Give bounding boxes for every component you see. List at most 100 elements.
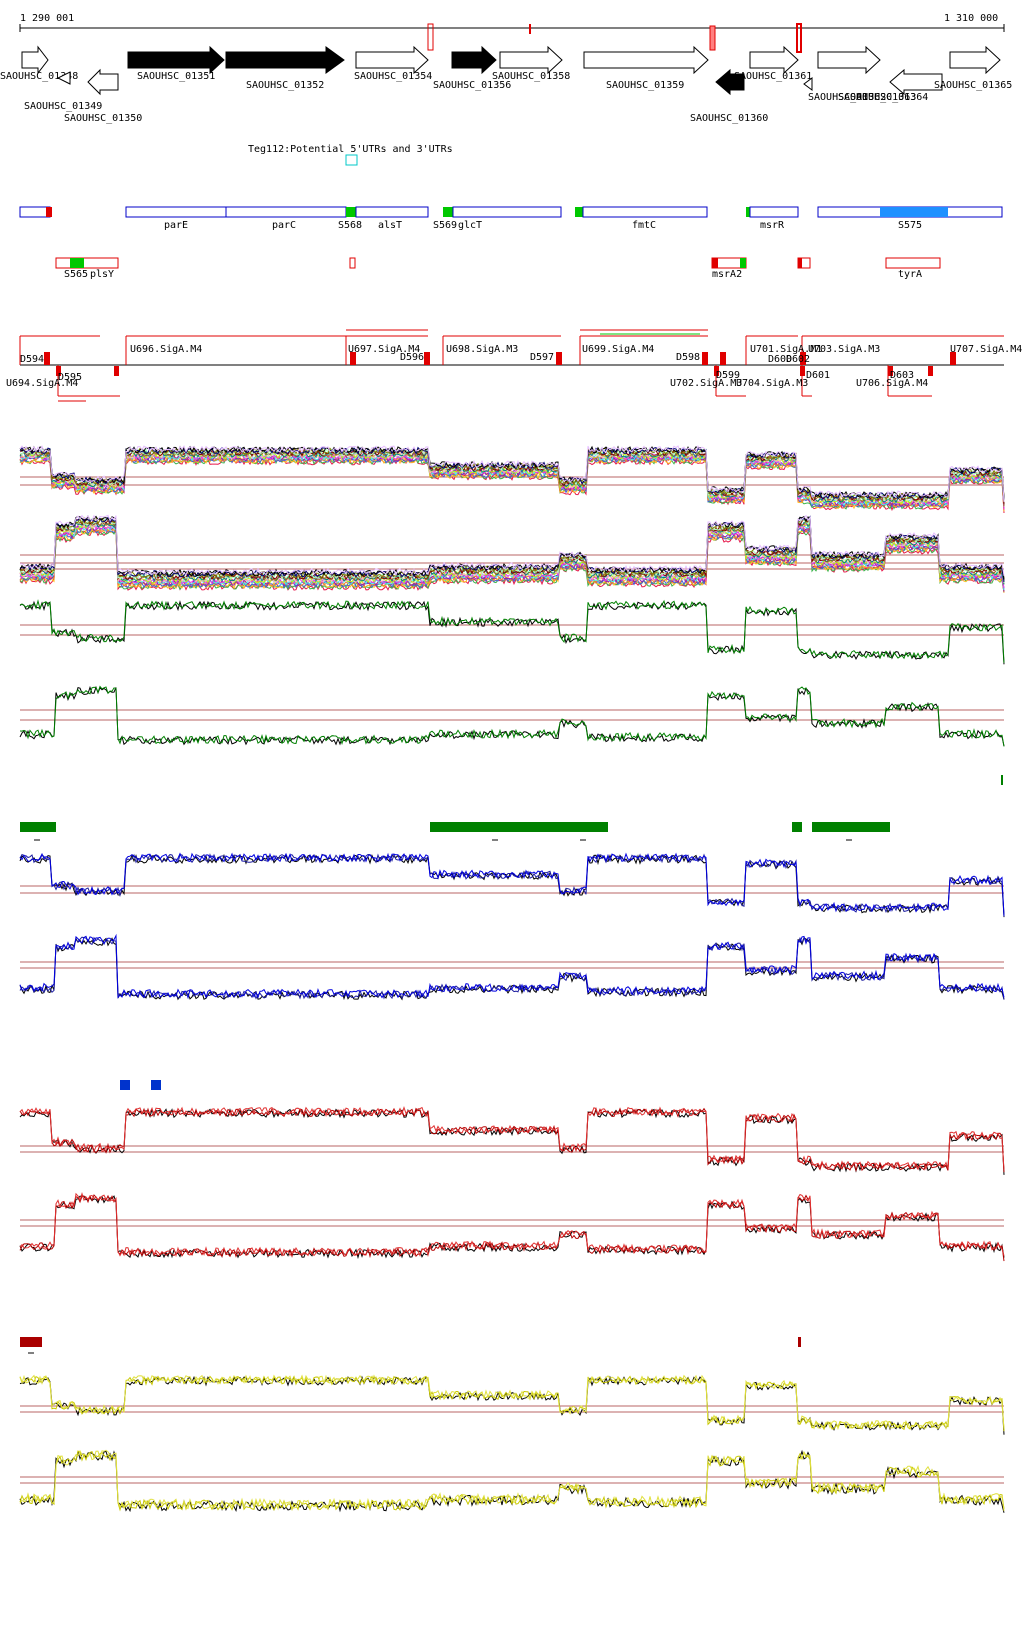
expression-series	[19, 685, 1005, 747]
gene-arrow[interactable]	[499, 45, 563, 75]
expression-series	[19, 1192, 1005, 1258]
gene-label: SAOUHSC_01364	[850, 92, 928, 103]
lower-label: S565	[64, 269, 88, 280]
blue-block	[151, 1080, 161, 1090]
operon-box[interactable]	[225, 206, 347, 218]
expression-series	[20, 514, 1005, 577]
expression-series	[19, 937, 1005, 1001]
gene-arrow[interactable]	[749, 45, 799, 75]
expression-series	[19, 515, 1005, 580]
segment-label: D603	[890, 370, 914, 381]
segment-label: D595	[58, 372, 82, 383]
lower-marker-track: S565 plsY msrA2 tyrA	[55, 257, 941, 280]
lower-box[interactable]	[349, 257, 356, 269]
gene-label: SAOUHSC_01351	[137, 71, 215, 82]
expression-series	[19, 685, 1005, 747]
green-block	[812, 822, 890, 832]
gene-label: SAOUHSC_01359	[606, 80, 684, 91]
gene-label: SAOUHSC_01350	[64, 113, 142, 124]
green-block	[20, 822, 56, 832]
expression-series	[19, 1194, 1005, 1262]
segment-label: D594	[20, 354, 44, 365]
utr-track: Teg112:Potential 5'UTRs and 3'UTRs	[248, 144, 453, 166]
marker-green	[740, 258, 746, 268]
coord-start-label: 1 290 001	[20, 13, 74, 24]
expression-track	[19, 1192, 1005, 1262]
expression-series	[19, 1450, 1005, 1512]
expression-series	[19, 599, 1005, 663]
expression-track	[19, 1374, 1005, 1435]
marker-green	[575, 207, 583, 217]
expression-series	[19, 1374, 1005, 1431]
segment-label: U698.SigA.M3	[446, 344, 518, 355]
segment-label: U704.SigA.M3	[736, 378, 808, 389]
expression-series	[19, 518, 1005, 581]
green-block	[792, 822, 802, 832]
marker-green	[70, 258, 84, 268]
operon-box[interactable]	[125, 206, 227, 218]
gene-arrow[interactable]	[225, 46, 345, 74]
expression-series	[19, 852, 1005, 917]
operon-box[interactable]	[452, 206, 562, 218]
operon-label: S575	[898, 220, 922, 231]
gene-arrow[interactable]	[21, 45, 49, 75]
gene-arrow[interactable]	[87, 68, 119, 96]
gene-label: SAOUHSC_01352	[246, 80, 324, 91]
operon-label: S568	[338, 220, 362, 231]
operon-label: parC	[272, 220, 296, 231]
expression-series	[19, 933, 1005, 1000]
gene-arrow[interactable]	[451, 45, 497, 75]
gene-label: SAOUHSC_01365	[934, 80, 1012, 91]
marker-green	[443, 207, 453, 217]
gene-arrow[interactable]	[889, 68, 943, 96]
gene-label: SAOUHSC_01363	[838, 92, 916, 103]
gene-label: SAOUHSC_01361	[734, 71, 812, 82]
gene-arrow[interactable]	[56, 71, 71, 85]
expression-track	[19, 1106, 1005, 1175]
segment-track: D594 U696.SigA.M4 U697.SigA.M4 D596 U698…	[6, 329, 1022, 402]
gene-arrow[interactable]	[355, 45, 429, 75]
segment-label: D602	[786, 354, 810, 365]
operon-track: parE parC S568 alsT S569 glcT fmtC msrR …	[19, 206, 1003, 231]
gene-arrow[interactable]	[817, 45, 881, 75]
lower-label: plsY	[90, 269, 114, 280]
red-block	[798, 1337, 801, 1347]
gene-label: SAOUHSC_01348	[0, 71, 78, 82]
lower-box[interactable]	[885, 257, 941, 269]
operon-label: parE	[164, 220, 188, 231]
gene-arrow[interactable]	[127, 45, 225, 75]
lower-box[interactable]	[55, 257, 119, 269]
gene-track: SAOUHSC_01348 SAOUHSC_01349 SAOUHSC_0135…	[0, 45, 1012, 124]
gene-arrow[interactable]	[715, 68, 745, 96]
segment-label: D597	[530, 352, 554, 363]
gene-arrow[interactable]	[803, 77, 813, 91]
marker-blue	[19, 206, 51, 218]
segment-label: D598	[676, 352, 700, 363]
gene-arrow[interactable]	[583, 45, 709, 75]
operon-label: glcT	[458, 220, 482, 231]
expression-track	[19, 599, 1005, 665]
gene-arrow[interactable]	[949, 45, 1001, 75]
expression-track	[19, 514, 1005, 593]
expression-tracks	[19, 444, 1005, 1513]
expression-series	[19, 521, 1005, 583]
marker-red	[798, 258, 802, 268]
expression-series	[19, 520, 1005, 585]
expression-series	[19, 450, 1005, 507]
operon-box[interactable]	[582, 206, 708, 218]
expression-track	[19, 685, 1005, 747]
operon-label: S569	[433, 220, 457, 231]
gene-label: SAOUHSC_01356	[433, 80, 511, 91]
expression-series	[19, 515, 1005, 582]
operon-box[interactable]	[749, 206, 799, 218]
expression-series	[19, 444, 1005, 502]
marker-red	[712, 258, 718, 268]
segment-label: U697.SigA.M4	[348, 344, 420, 355]
lower-label: tyrA	[898, 269, 922, 280]
utr-marker[interactable]	[345, 154, 358, 166]
operon-box[interactable]	[355, 206, 429, 218]
expression-series	[19, 1106, 1005, 1171]
segment-label: U696.SigA.M4	[130, 344, 202, 355]
segment-label: D599	[716, 370, 740, 381]
